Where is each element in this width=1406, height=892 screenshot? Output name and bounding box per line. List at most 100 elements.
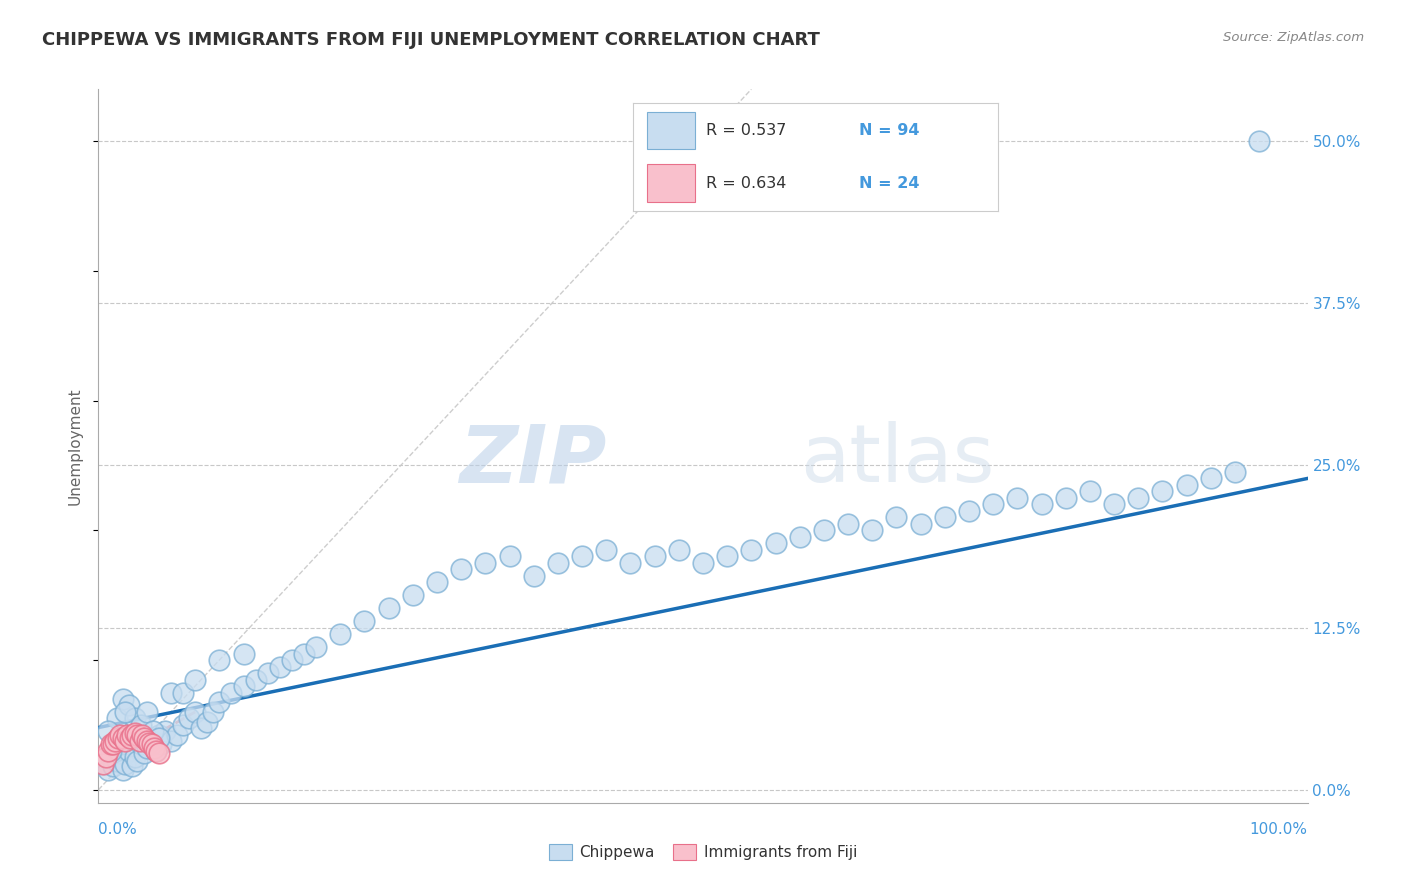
Point xyxy=(145,744,167,758)
Point xyxy=(97,764,120,778)
Point xyxy=(1223,465,1246,479)
Point xyxy=(595,542,617,557)
Point xyxy=(124,711,146,725)
Point xyxy=(221,685,243,699)
Point xyxy=(1249,134,1271,148)
Point xyxy=(765,536,787,550)
Point xyxy=(148,731,170,745)
Point xyxy=(128,733,150,747)
Point xyxy=(105,754,128,768)
Point xyxy=(160,733,183,747)
Point xyxy=(789,530,811,544)
Point xyxy=(160,685,183,699)
Point xyxy=(571,549,593,564)
Point xyxy=(668,542,690,557)
Point xyxy=(305,640,328,654)
Point xyxy=(981,497,1004,511)
Point xyxy=(134,747,156,761)
Point xyxy=(124,750,146,764)
Point xyxy=(111,731,134,745)
Point xyxy=(114,705,136,719)
Point xyxy=(114,756,136,771)
Point xyxy=(111,692,134,706)
Point xyxy=(195,715,218,730)
Point xyxy=(100,744,122,758)
Point xyxy=(135,733,157,747)
Point xyxy=(281,653,304,667)
Point xyxy=(138,731,160,745)
Point xyxy=(104,733,127,747)
Point xyxy=(644,549,666,564)
Point xyxy=(107,731,129,745)
Point xyxy=(153,724,176,739)
FancyBboxPatch shape xyxy=(647,112,695,150)
Y-axis label: Unemployment: Unemployment xyxy=(67,387,83,505)
Point xyxy=(118,744,141,758)
Point xyxy=(101,738,124,752)
Text: R = 0.634: R = 0.634 xyxy=(706,176,786,191)
Point xyxy=(886,510,908,524)
Point xyxy=(1152,484,1174,499)
Point xyxy=(716,549,738,564)
Point xyxy=(114,733,136,747)
Point xyxy=(190,721,212,735)
Point xyxy=(100,750,122,764)
Point xyxy=(105,711,128,725)
FancyBboxPatch shape xyxy=(647,164,695,202)
Point xyxy=(523,568,546,582)
Text: 100.0%: 100.0% xyxy=(1250,822,1308,838)
Point xyxy=(127,754,149,768)
Point xyxy=(329,627,352,641)
Point xyxy=(131,728,153,742)
Point xyxy=(172,718,194,732)
Point xyxy=(208,653,231,667)
Text: ZIP: ZIP xyxy=(458,421,606,500)
Point xyxy=(135,741,157,756)
Point xyxy=(1128,491,1150,505)
Point xyxy=(498,549,520,564)
Text: N = 24: N = 24 xyxy=(859,176,920,191)
Point xyxy=(910,516,932,531)
Point xyxy=(124,725,146,739)
Point xyxy=(121,759,143,773)
Point xyxy=(148,728,170,742)
Point xyxy=(108,728,131,742)
Point xyxy=(97,724,120,739)
Point xyxy=(141,738,163,752)
Point xyxy=(837,516,859,531)
Legend: Chippewa, Immigrants from Fiji: Chippewa, Immigrants from Fiji xyxy=(543,838,863,866)
Point xyxy=(740,542,762,557)
Point xyxy=(100,738,122,752)
Point xyxy=(377,601,399,615)
Point xyxy=(142,724,165,739)
Point xyxy=(813,524,835,538)
Point xyxy=(232,647,254,661)
Point xyxy=(143,741,166,756)
Point xyxy=(957,504,980,518)
Point xyxy=(142,733,165,747)
Point xyxy=(426,575,449,590)
Point xyxy=(184,705,207,719)
Point xyxy=(179,711,201,725)
Point xyxy=(860,524,883,538)
Point xyxy=(692,556,714,570)
Point xyxy=(256,666,278,681)
Point xyxy=(93,756,115,771)
Point xyxy=(134,731,156,745)
Point xyxy=(118,698,141,713)
Text: N = 94: N = 94 xyxy=(859,123,920,138)
Point xyxy=(184,673,207,687)
Point xyxy=(1078,484,1101,499)
Point xyxy=(121,728,143,742)
Text: CHIPPEWA VS IMMIGRANTS FROM FIJI UNEMPLOYMENT CORRELATION CHART: CHIPPEWA VS IMMIGRANTS FROM FIJI UNEMPLO… xyxy=(42,31,820,49)
Point xyxy=(150,738,173,752)
Point xyxy=(450,562,472,576)
Text: Source: ZipAtlas.com: Source: ZipAtlas.com xyxy=(1223,31,1364,45)
Point xyxy=(1054,491,1077,505)
Point xyxy=(111,764,134,778)
Point xyxy=(1102,497,1125,511)
Text: R = 0.537: R = 0.537 xyxy=(706,123,786,138)
Point xyxy=(166,728,188,742)
Point xyxy=(245,673,267,687)
Point xyxy=(619,556,641,570)
